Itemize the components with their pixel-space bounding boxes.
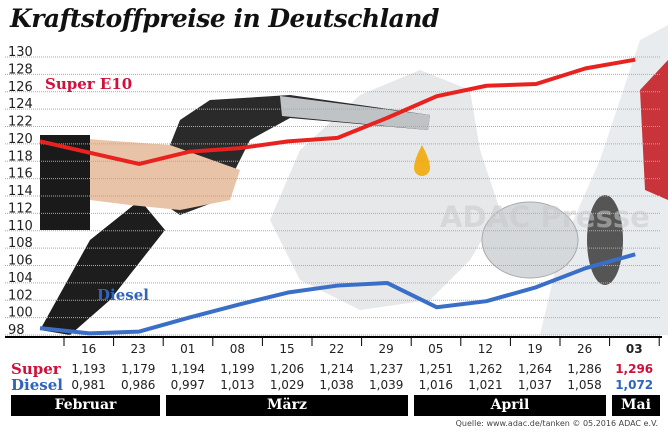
fuel-cap <box>481 201 579 279</box>
series-line-super-e10 <box>39 57 636 166</box>
diesel-price: 0,981 <box>71 378 105 392</box>
super-price: 1,237 <box>369 362 403 376</box>
y-tick-label: 126 <box>8 80 33 95</box>
diesel-price: 0,997 <box>171 378 205 392</box>
y-tick-label: 108 <box>8 236 33 251</box>
y-tick-label: 110 <box>8 219 33 234</box>
source-note: Quelle: www.adac.de/tanken © 05.2016 ADA… <box>455 419 658 428</box>
germany-map-silhouette <box>270 70 500 310</box>
y-tick-label: 106 <box>8 254 33 269</box>
diesel-price: 0,986 <box>121 378 155 392</box>
date-label: 08 <box>230 342 245 356</box>
date-label: 29 <box>379 342 394 356</box>
y-tick-label: 114 <box>8 184 33 199</box>
series-line-diesel <box>39 252 636 336</box>
fuel-hose <box>40 200 165 335</box>
y-tick-label: 120 <box>8 132 33 147</box>
super-price: 1,262 <box>468 362 502 376</box>
date-label: 19 <box>527 342 542 356</box>
date-label: 15 <box>279 342 294 356</box>
diesel-price: 1,039 <box>369 378 403 392</box>
fuel-opening <box>587 195 623 285</box>
super-price: 1,193 <box>71 362 105 376</box>
diesel-price: 1,013 <box>220 378 254 392</box>
diesel-price: 1,021 <box>468 378 502 392</box>
y-tick-label: 122 <box>8 115 33 130</box>
date-label: 16 <box>81 342 96 356</box>
date-label: 01 <box>180 342 195 356</box>
diesel-price: 1,058 <box>567 378 601 392</box>
month-bar-maerz: März <box>166 395 408 416</box>
car-taillight <box>640 60 668 200</box>
diesel-price: 1,072 <box>615 378 653 392</box>
fuel-drop <box>414 145 430 176</box>
month-bar-mai: Mai <box>612 395 660 416</box>
super-price: 1,286 <box>567 362 601 376</box>
y-tick-label: 130 <box>8 45 33 60</box>
super-price: 1,194 <box>171 362 205 376</box>
chart-title: Kraftstoffpreise in Deutschland <box>10 4 439 33</box>
super-price: 1,251 <box>419 362 453 376</box>
super-price: 1,179 <box>121 362 155 376</box>
price-table: 16 1,193 0,981 23 1,179 0,986 01 1,194 0,997 08 1,… <box>11 342 653 394</box>
y-tick-label: 102 <box>8 288 33 303</box>
y-tick-label: 116 <box>8 167 33 182</box>
super-price: 1,214 <box>319 362 353 376</box>
diesel-price: 1,016 <box>419 378 453 392</box>
date-label: 03 <box>626 342 643 356</box>
nozzle-spout <box>280 96 430 130</box>
y-tick-label: 112 <box>8 201 33 216</box>
date-label: 23 <box>131 342 146 356</box>
y-tick-label: 100 <box>8 306 33 321</box>
series-label-diesel: Diesel <box>97 286 149 304</box>
date-label: 26 <box>577 342 592 356</box>
date-label: 22 <box>329 342 344 356</box>
month-bar-februar: Februar <box>11 395 160 416</box>
diesel-price: 1,037 <box>518 378 552 392</box>
super-price: 1,206 <box>270 362 304 376</box>
y-tick-label: 128 <box>8 62 33 77</box>
y-axis-ticks: 130 128 126 124 122 120 118 116 114 112 110 108 106 1… <box>8 45 33 338</box>
diesel-price: 1,038 <box>319 378 353 392</box>
date-label: 12 <box>478 342 493 356</box>
background-illustration <box>40 25 668 335</box>
y-tick-label: 118 <box>8 149 33 164</box>
diesel-price: 1,029 <box>270 378 304 392</box>
super-row-label: Super <box>11 360 62 378</box>
date-label: 05 <box>428 342 443 356</box>
y-tick-label: 124 <box>8 97 33 112</box>
y-tick-label: 104 <box>8 271 33 286</box>
super-price: 1,264 <box>518 362 552 376</box>
y-tick-label: 98 <box>8 323 25 338</box>
super-price: 1,296 <box>615 362 653 376</box>
month-bar-april: April <box>414 395 606 416</box>
diesel-row-label: Diesel <box>11 376 63 394</box>
watermark: ADAC Presse <box>440 200 650 234</box>
super-price: 1,199 <box>220 362 254 376</box>
series-label-super-e10: Super E10 <box>45 75 132 93</box>
x-axis-ticks <box>63 338 660 346</box>
